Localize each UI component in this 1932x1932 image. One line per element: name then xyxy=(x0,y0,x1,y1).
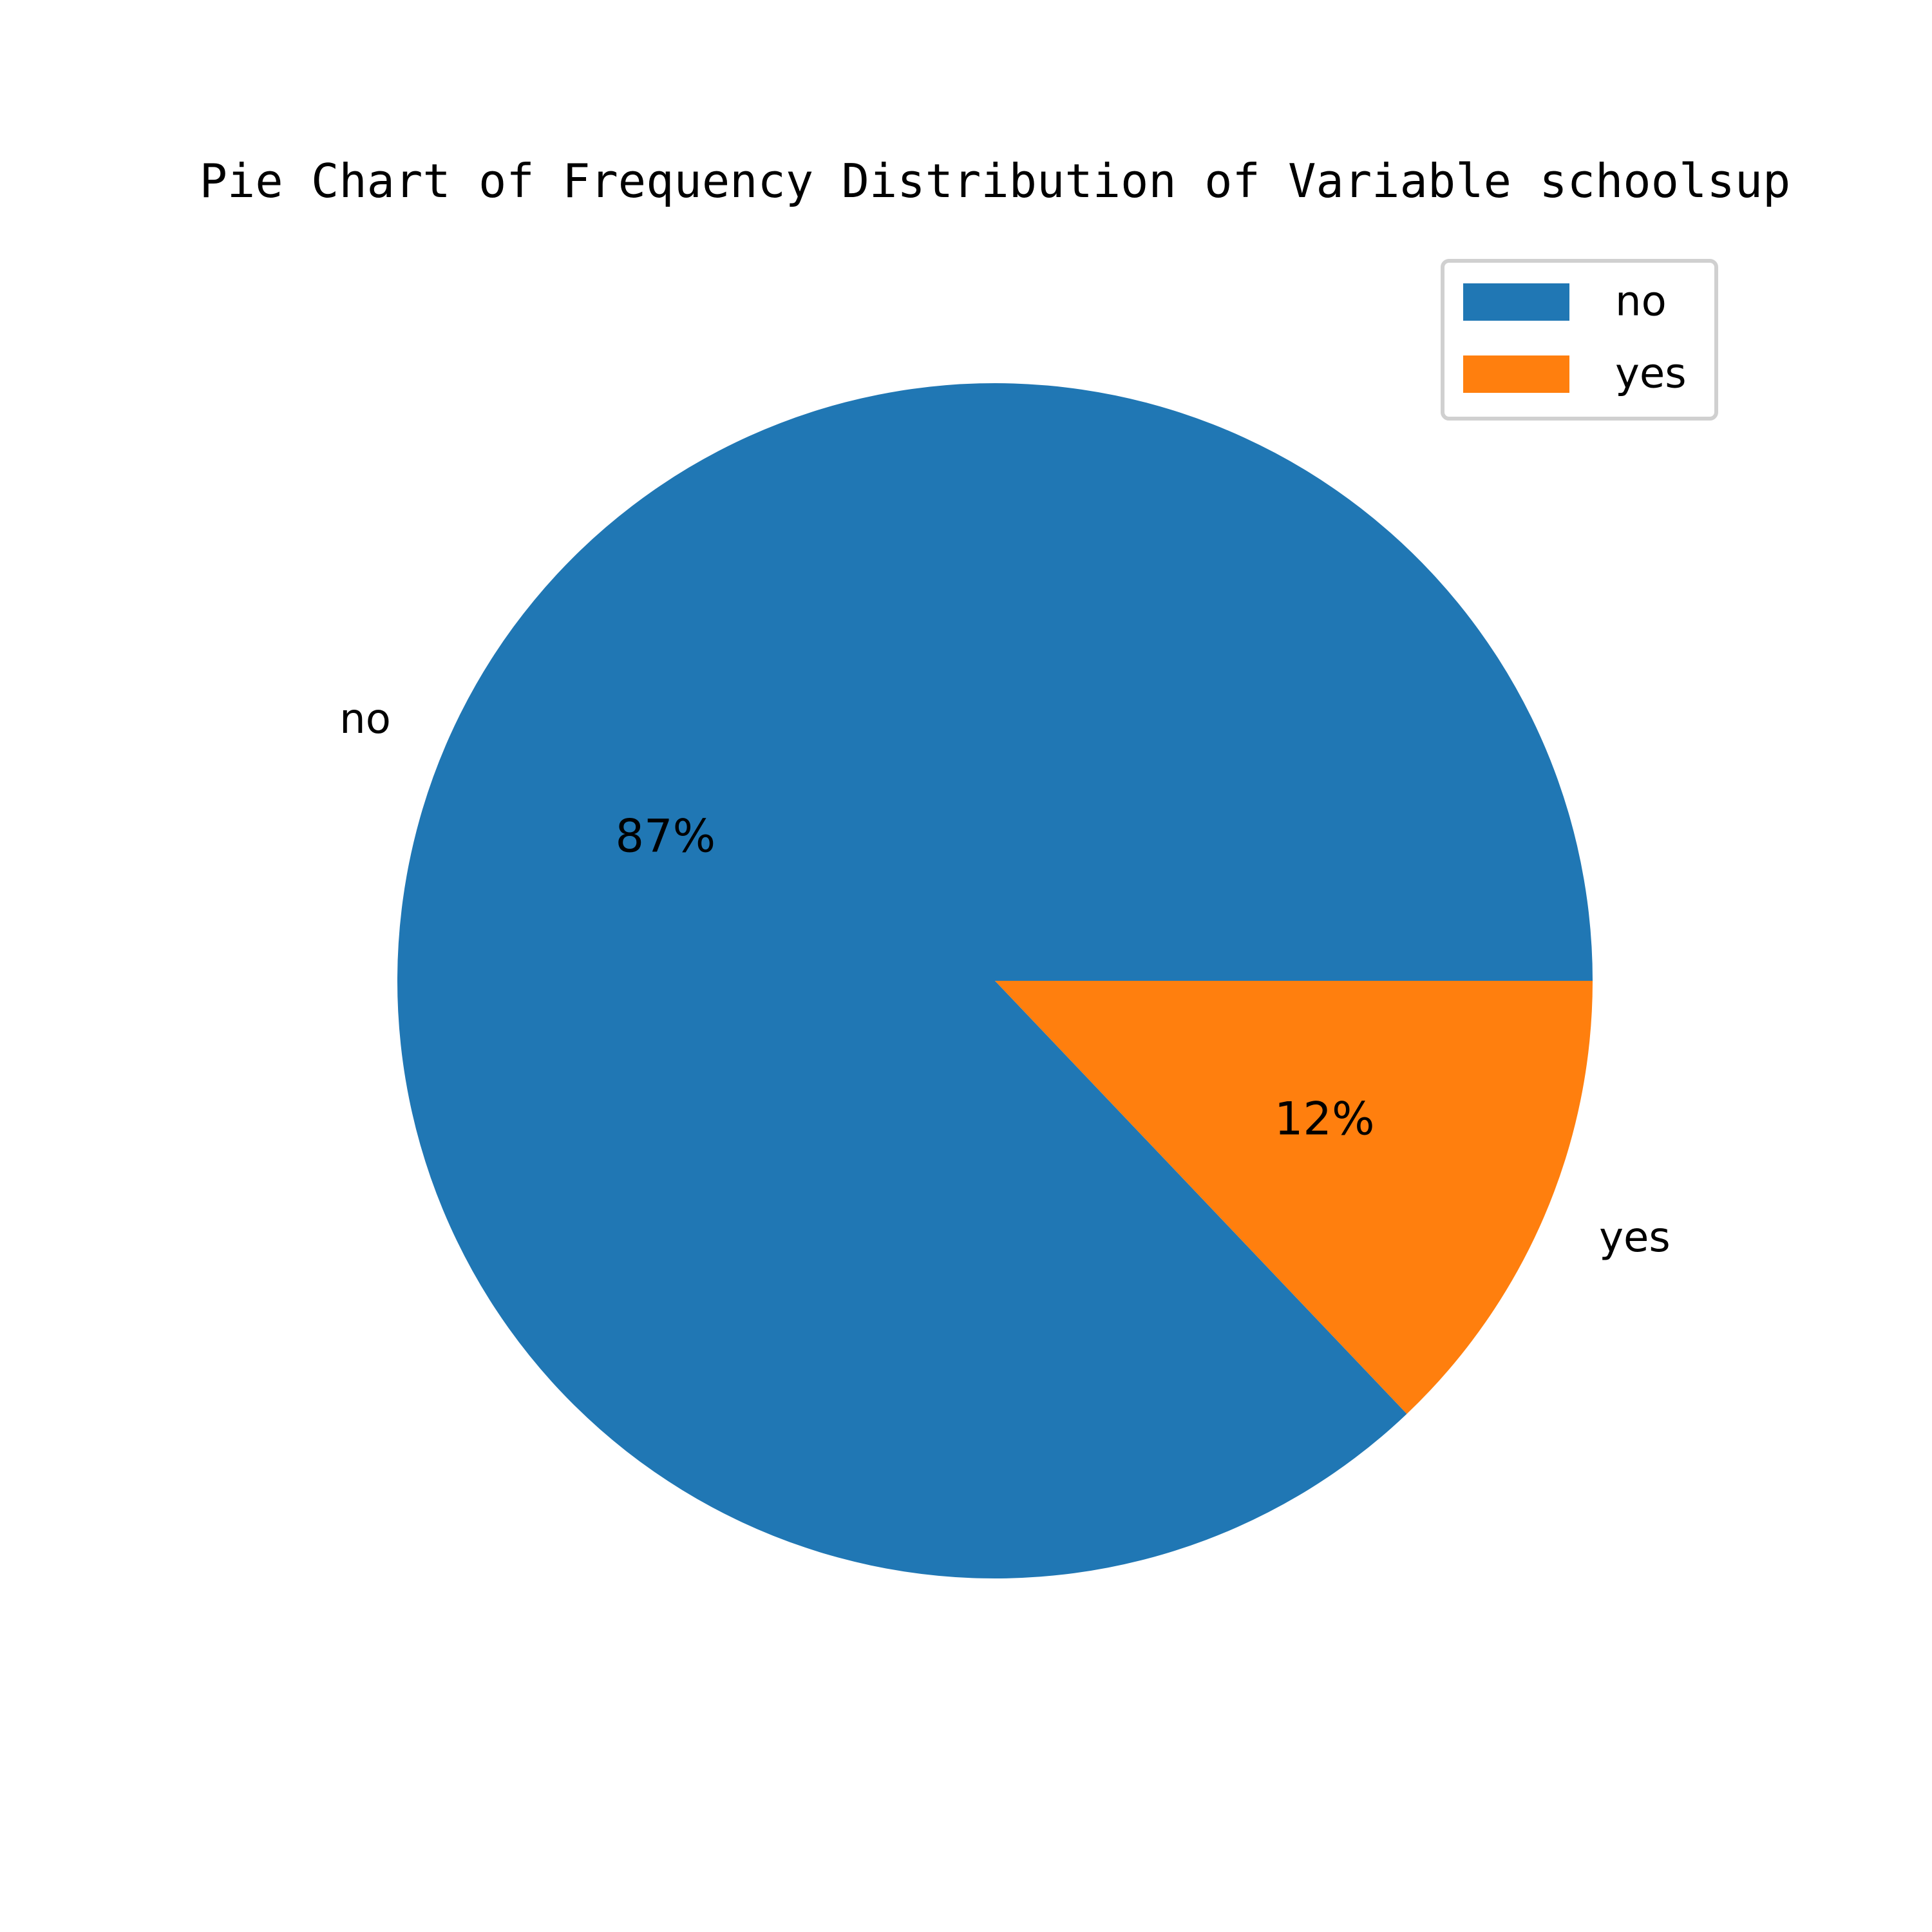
legend-label-yes: yes xyxy=(1615,350,1687,398)
legend: no yes xyxy=(1441,259,1718,421)
pie-slices xyxy=(397,383,1593,1578)
chart-title: Pie Chart of Frequency Distribution of V… xyxy=(200,154,1791,208)
slice-labels: no yes xyxy=(339,696,1671,1262)
pie-slice-yes xyxy=(995,981,1593,1414)
slice-percent-labels: 87% 12% xyxy=(616,810,1375,1146)
slice-percent-yes: 12% xyxy=(1274,1093,1375,1146)
slice-label-yes: yes xyxy=(1599,1214,1671,1262)
pie-slice-no xyxy=(397,383,1593,1578)
legend-swatch-no xyxy=(1463,283,1569,321)
slice-label-no: no xyxy=(339,696,391,743)
legend-label-no: no xyxy=(1615,278,1667,326)
slice-percent-no: 87% xyxy=(616,810,716,863)
legend-swatch-yes xyxy=(1463,355,1569,393)
